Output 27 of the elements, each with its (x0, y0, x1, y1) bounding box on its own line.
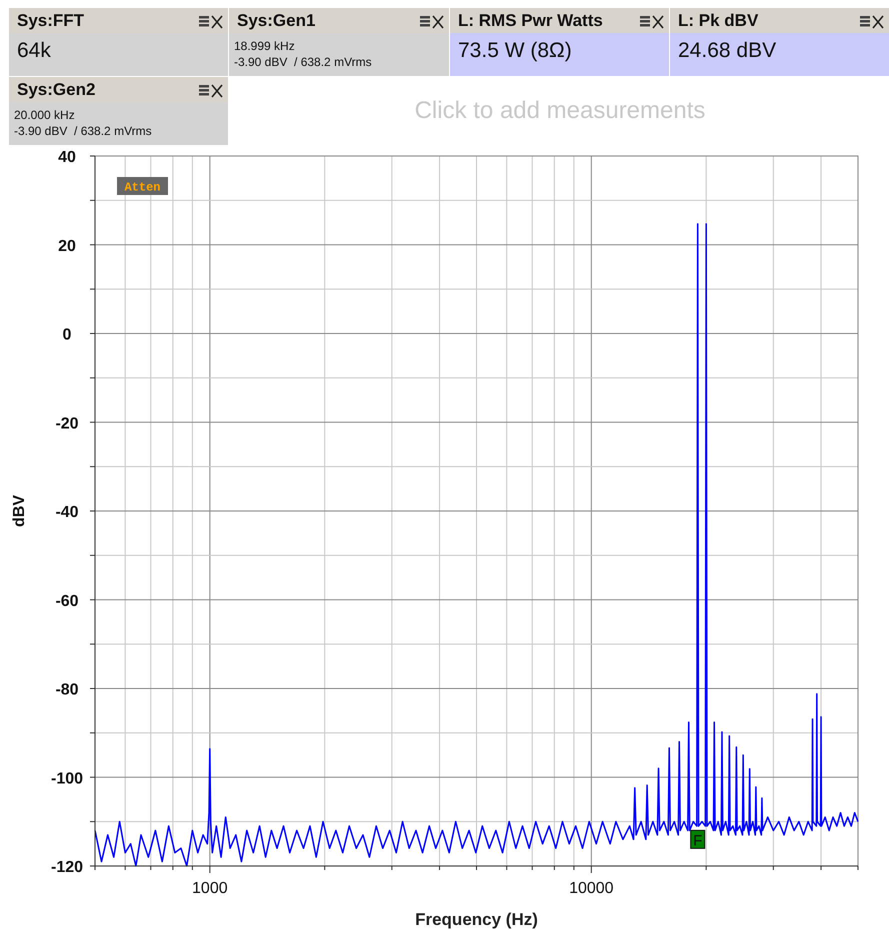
y-tick-label: -40 (55, 504, 79, 521)
text: 73.5 W (8Ω) (458, 39, 572, 62)
y-tick-label: -60 (55, 592, 79, 610)
annotation: Atten (124, 180, 161, 194)
y-tick-label: -120 (50, 859, 84, 876)
text: 20.000 kHz (14, 108, 75, 122)
text: 24.68 dBV (678, 39, 776, 62)
x-axis-title: Frequency (Hz) (415, 910, 538, 929)
text: 64k (17, 39, 52, 62)
y-tick-label: -100 (50, 770, 84, 788)
y-tick-label: -20 (55, 415, 79, 432)
x-tick-label: 1000 (192, 880, 228, 897)
text: L: Pk dBV (678, 11, 759, 30)
text: L: RMS Pwr Watts (458, 11, 603, 30)
text: -3.90 dBV / 638.2 mVrms (14, 124, 152, 138)
y-tick-label: 0 (62, 326, 72, 344)
y-tick-label: -80 (55, 682, 79, 698)
text: Sys:FFT (17, 11, 85, 30)
annotation: F (693, 832, 702, 850)
y-tick-label: 40 (58, 149, 76, 166)
x-tick-label: 10000 (569, 880, 614, 897)
y-axis-title: dBV (11, 494, 28, 527)
text: -3.90 dBV / 638.2 mVrms (234, 55, 372, 69)
text: Sys:Gen1 (237, 11, 316, 30)
text: Sys:Gen2 (17, 80, 96, 99)
y-tick-label: 20 (58, 238, 76, 255)
text: 18.999 kHz (234, 39, 295, 53)
